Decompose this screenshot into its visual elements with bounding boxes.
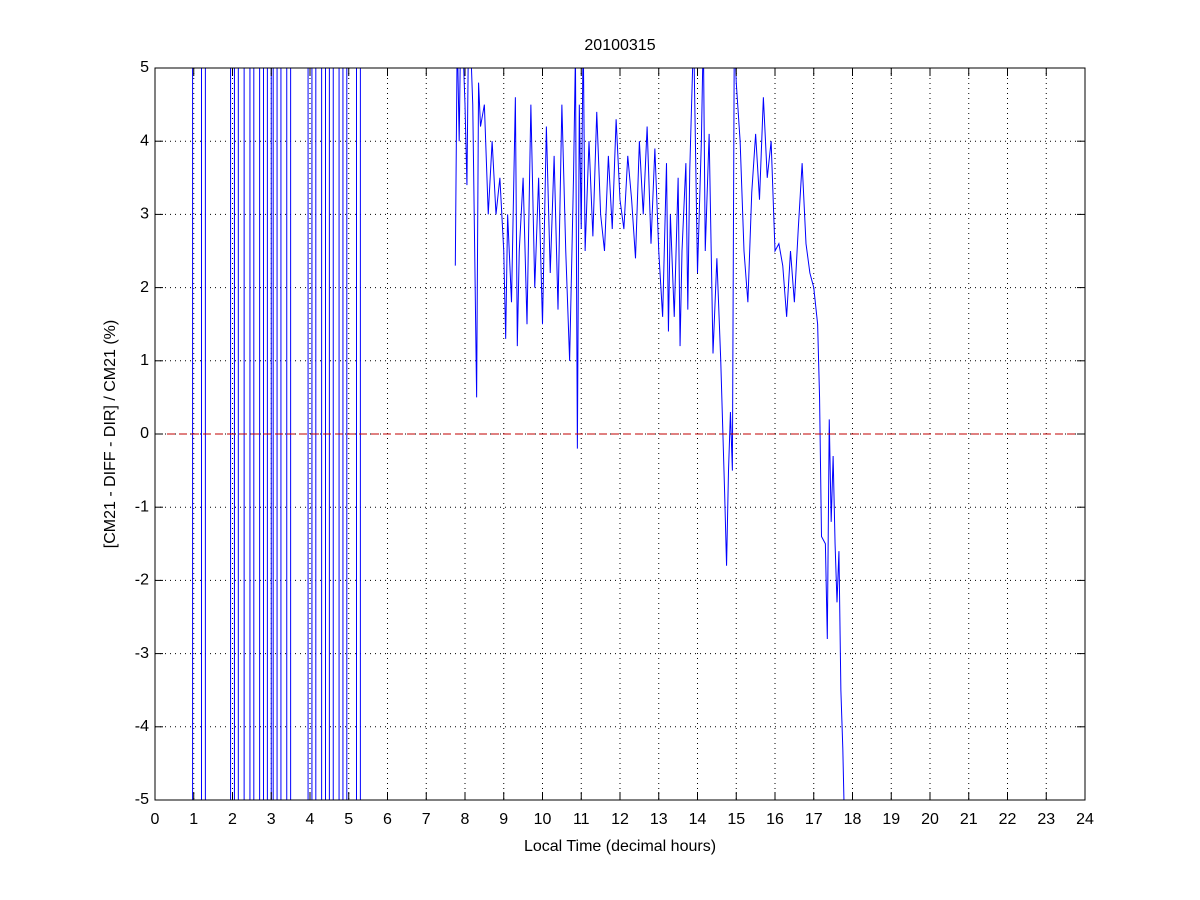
y-tick-label: 2 [140, 279, 149, 296]
x-tick-label: 17 [805, 811, 823, 828]
x-tick-label: 5 [344, 811, 353, 828]
x-tick-label: 4 [306, 811, 315, 828]
x-tick-label: 24 [1076, 811, 1094, 828]
y-tick-label: 4 [140, 132, 149, 149]
x-tick-label: 21 [960, 811, 978, 828]
y-tick-label: -1 [135, 498, 149, 515]
x-tick-label: 9 [499, 811, 508, 828]
x-tick-label: 12 [611, 811, 629, 828]
x-tick-label: 15 [727, 811, 745, 828]
x-tick-label: 13 [650, 811, 668, 828]
x-tick-label: 11 [573, 811, 590, 828]
x-tick-label: 18 [844, 811, 862, 828]
x-tick-label: 0 [151, 811, 160, 828]
y-tick-label: -2 [135, 572, 149, 589]
x-tick-label: 14 [689, 811, 707, 828]
ticks: 0 1 2 3 4 5 6 7 8 9 10 11 12 13 14 15 16 17 18 19 20 21 22 23 24… [135, 59, 1094, 828]
y-tick-label: 3 [140, 206, 149, 223]
chart-title: 20100315 [584, 37, 655, 54]
y-tick-label: 1 [140, 352, 149, 369]
y-tick-label: 0 [140, 425, 149, 442]
x-tick-label: 23 [1037, 811, 1055, 828]
x-tick-label: 6 [383, 811, 392, 828]
x-tick-label: 22 [999, 811, 1017, 828]
x-tick-label: 7 [422, 811, 431, 828]
x-tick-label: 3 [267, 811, 276, 828]
x-tick-label: 1 [189, 811, 198, 828]
x-tick-label: 20 [921, 811, 939, 828]
y-tick-label: -3 [135, 645, 149, 662]
x-tick-label: 8 [461, 811, 470, 828]
x-tick-label: 16 [766, 811, 784, 828]
y-tick-label: -5 [135, 791, 149, 808]
x-axis-label: Local Time (decimal hours) [524, 838, 716, 855]
y-axis-label: [CM21 - DIFF - DIR] / CM21 (%) [102, 320, 119, 548]
x-tick-label: 10 [534, 811, 552, 828]
y-tick-label: 5 [140, 59, 149, 76]
data-line [454, 68, 845, 800]
plot [155, 68, 1085, 800]
x-tick-label: 19 [882, 811, 900, 828]
y-tick-label: -4 [135, 718, 149, 735]
x-tick-label: 2 [228, 811, 237, 828]
